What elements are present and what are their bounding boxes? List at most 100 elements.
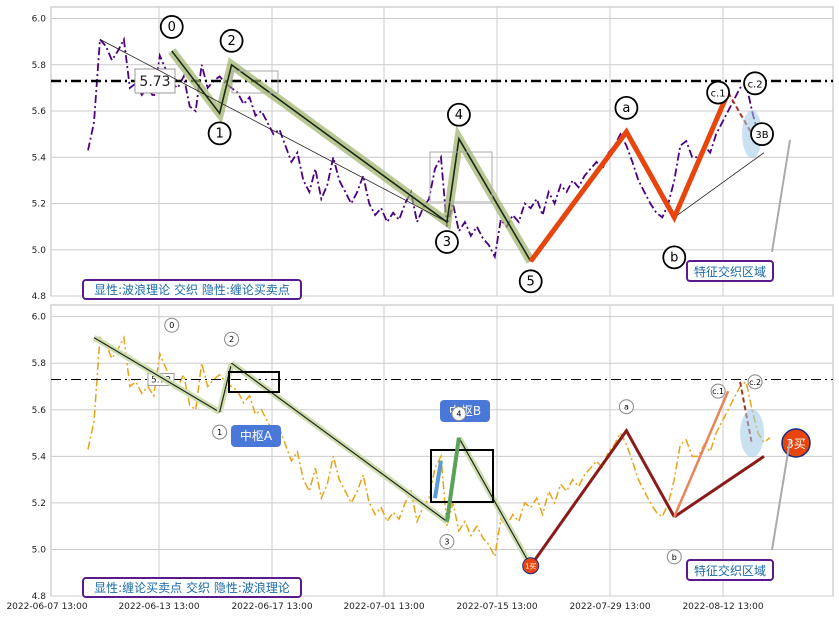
point-label: 3	[443, 235, 451, 250]
buy3-label: 3买	[786, 437, 806, 451]
price-label-box	[134, 68, 176, 94]
bi-stroke	[231, 362, 448, 522]
region-label: 特征交织区域	[694, 563, 766, 578]
point-marker-circle	[159, 15, 184, 39]
x-tick-label: 2022-08-12 13:00	[682, 602, 763, 612]
caption-box	[82, 577, 302, 598]
point-marker-circle	[747, 374, 763, 390]
point-label: 2	[229, 335, 234, 344]
region-arrow	[771, 139, 791, 253]
point-label: c.1	[712, 387, 724, 396]
y-tick-label: 4.8	[32, 592, 47, 602]
point-label: 1	[217, 428, 222, 437]
c-down-path	[739, 381, 754, 445]
c-stroke	[673, 390, 730, 518]
panel-top: 4.8 5.0 5.2 5.4 5.6 5.8 6.0 5.73 0 1 2 3 4 5 a b c.1 c.2 3…	[32, 6, 834, 302]
point-marker-circle	[439, 534, 455, 550]
x-tick-label: 2022-06-07 13:00	[6, 602, 87, 612]
price-series-line	[87, 36, 771, 260]
point-marker-circle	[743, 71, 767, 96]
region-label-box	[686, 559, 774, 581]
price-label: 5.73	[139, 74, 170, 90]
bi-stroke	[458, 437, 532, 567]
wave-path	[171, 50, 532, 262]
y-tick-label: 5.6	[32, 406, 47, 416]
point-label: b	[672, 553, 677, 562]
point-label: c.2	[748, 79, 763, 90]
point-marker-circle	[435, 230, 459, 254]
point-marker-circle	[706, 80, 731, 105]
x-tick-label: 2022-07-29 13:00	[569, 602, 650, 612]
point-marker-circle	[614, 95, 639, 120]
x-tick-label: 2022-07-01 13:00	[343, 602, 424, 612]
point-marker-circle	[207, 121, 232, 146]
y-tick-label: 6.0	[32, 313, 47, 323]
x-tick-label: 2022-06-17 13:00	[231, 602, 312, 612]
point-label: a	[624, 403, 629, 412]
y-tick-label: 5.6	[32, 107, 47, 117]
buy1-label: 1买	[525, 563, 536, 571]
point-label: a	[622, 101, 630, 116]
point-label: 4	[456, 410, 461, 419]
point-label: 3B	[755, 130, 768, 141]
inner-stroke	[444, 437, 461, 522]
point-label: b	[670, 250, 678, 265]
x-tick-label: 2022-06-13 13:00	[118, 602, 199, 612]
y-tick-label: 5.4	[32, 153, 47, 163]
point-marker-circle	[750, 122, 774, 147]
zhongshu-a-label: 中枢A	[240, 428, 273, 443]
caption-text: 显性:缠论买卖点 交织 隐性:波浪理论	[94, 580, 290, 595]
point-marker-circle	[518, 269, 543, 294]
y-tick-label: 4.8	[32, 292, 47, 302]
y-tick-label: 5.8	[32, 61, 47, 71]
point-marker-circle	[164, 317, 180, 333]
point-label: 1	[215, 126, 223, 141]
caption-box	[82, 279, 302, 300]
point-label: 0	[168, 20, 176, 35]
y-tick-label: 5.0	[32, 246, 47, 256]
point-label: 2	[227, 34, 235, 49]
zhongshu-box	[231, 70, 279, 94]
y-tick-label: 6.0	[32, 15, 47, 25]
envelope-line	[674, 152, 765, 218]
zhongshu-box	[429, 151, 493, 203]
point-label: 5	[527, 274, 535, 289]
point-marker-circle	[662, 245, 687, 270]
y-tick-label: 5.0	[32, 545, 47, 555]
region-arrow	[771, 439, 791, 551]
point-label: 3	[444, 538, 449, 547]
panel-bottom: 4.85.05.25.45.65.86.05.73中枢A中枢B3买1买01234…	[32, 304, 834, 602]
point-marker-circle	[710, 383, 726, 399]
point-label: 4	[455, 108, 463, 123]
point-marker-circle	[451, 406, 467, 422]
zhongshu-a-label-box	[231, 425, 281, 447]
point-marker-circle	[224, 331, 240, 347]
point-marker-circle	[219, 28, 244, 53]
zhongshu-a-box	[228, 371, 280, 393]
buy1-marker	[522, 557, 540, 575]
price-series-line	[87, 335, 771, 559]
point-marker-circle	[618, 399, 634, 415]
zhongshu-b-box	[430, 449, 494, 503]
region-label: 特征交织区域	[694, 264, 766, 279]
caption-text: 显性:波浪理论 交织 隐性:缠论买卖点	[94, 282, 290, 297]
up-stroke	[529, 427, 676, 567]
abc-wave-path	[528, 91, 731, 263]
point-label: c.1	[711, 89, 726, 100]
region-label-box	[686, 260, 774, 282]
y-tick-label: 5.4	[32, 452, 47, 462]
buy-point-glow	[740, 409, 765, 458]
x-tick-label: 2022-07-15 13:00	[456, 602, 537, 612]
point-label: 0	[169, 321, 174, 330]
inner-stroke	[433, 460, 443, 499]
point-marker-circle	[212, 424, 228, 440]
point-marker-circle	[666, 549, 682, 565]
bi-stroke	[93, 337, 220, 413]
y-tick-label: 5.8	[32, 359, 47, 369]
envelope-line	[99, 39, 448, 223]
y-tick-label: 5.2	[32, 499, 46, 509]
point-marker-circle	[447, 102, 471, 127]
up-stroke	[673, 455, 765, 519]
y-tick-label: 5.2	[32, 200, 46, 210]
